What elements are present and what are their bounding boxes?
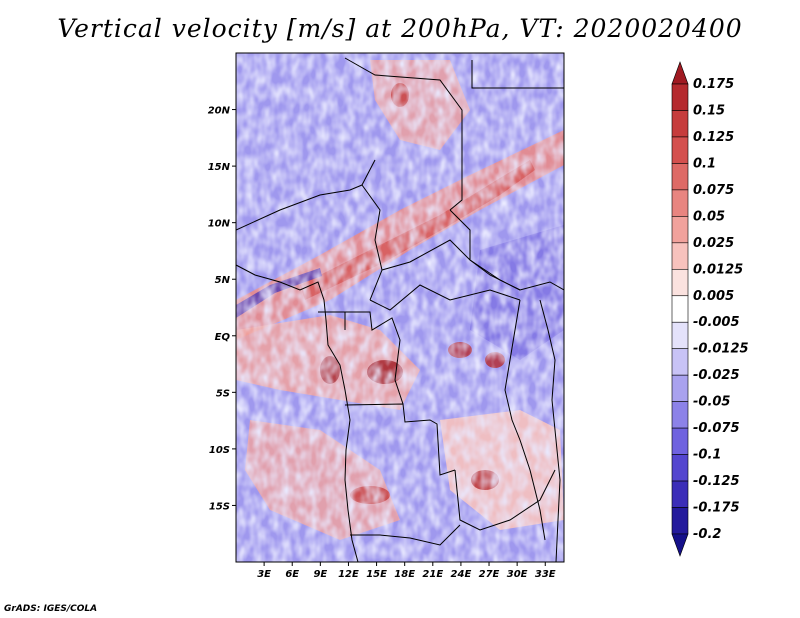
colorbar-swatch bbox=[671, 507, 689, 535]
colorbar-boxes bbox=[671, 61, 689, 557]
colorbar-level-label: -0.2 bbox=[693, 527, 721, 542]
lat-tick-label: 15N bbox=[208, 162, 231, 173]
colorbar-level-label: -0.075 bbox=[693, 421, 740, 436]
colorbar-level-label: 0.075 bbox=[693, 183, 734, 198]
vertical-velocity-field bbox=[236, 53, 564, 562]
colorbar-swatch bbox=[671, 348, 689, 376]
border-drc-congo bbox=[345, 311, 404, 405]
border-angola-drc bbox=[344, 403, 456, 476]
colorbar-swatch bbox=[671, 216, 689, 244]
lon-tick-label: 9E bbox=[313, 569, 327, 580]
colorbar-swatch bbox=[671, 189, 689, 217]
colorbar-level-label: -0.175 bbox=[693, 501, 740, 516]
lon-tick-label: 33E bbox=[535, 569, 556, 580]
lon-tick-label: 15E bbox=[366, 569, 387, 580]
colorbar-swatch bbox=[671, 533, 689, 557]
colorbar-level-label: 0.125 bbox=[693, 130, 734, 145]
border-angola-south bbox=[350, 524, 461, 546]
border-zambia bbox=[454, 469, 556, 531]
longitude-axis: 3E 6E 9E 12E 15E 18E 21E 24E 27E 30E 33E bbox=[257, 562, 556, 580]
lat-tick-label: 10N bbox=[208, 219, 231, 230]
field-texture bbox=[236, 53, 564, 562]
colorbar-swatch bbox=[671, 268, 689, 297]
colorbar-labels: 0.175 0.15 0.125 0.1 0.075 0.05 0.025 0.0125 0.0… bbox=[693, 77, 749, 542]
lat-tick-label: 5S bbox=[216, 388, 230, 399]
border-chad-niger bbox=[344, 57, 463, 211]
lat-tick-label: EQ bbox=[215, 332, 231, 343]
colorbar-level-label: -0.025 bbox=[693, 368, 740, 383]
colorbar-level-label: 0.005 bbox=[693, 289, 734, 304]
lat-tick-label: 5N bbox=[215, 275, 231, 286]
map-frame bbox=[235, 52, 565, 563]
colorbar-swatch bbox=[671, 163, 689, 191]
colorbar-level-label: 0.1 bbox=[693, 156, 716, 171]
colorbar-swatch bbox=[671, 110, 689, 138]
colorbar-level-label: 0.0125 bbox=[693, 262, 743, 277]
colorbar-swatch bbox=[671, 136, 689, 164]
border-chad-cameroon bbox=[361, 159, 383, 301]
country-borders bbox=[236, 57, 564, 562]
border-niger-nigeria bbox=[236, 184, 363, 231]
lon-tick-label: 18E bbox=[394, 569, 415, 580]
colorbar-swatch bbox=[671, 454, 689, 482]
colorbar-level-label: 0.15 bbox=[693, 103, 725, 118]
coastline-west-africa bbox=[236, 264, 359, 562]
software-credit: GrADS: IGES/COLA bbox=[4, 604, 98, 614]
border-car bbox=[381, 239, 521, 291]
colorbar-level-label: -0.0125 bbox=[693, 342, 749, 357]
lon-tick-label: 12E bbox=[338, 569, 359, 580]
colorbar-swatch bbox=[671, 61, 689, 85]
lon-tick-label: 27E bbox=[479, 569, 500, 580]
lon-tick-label: 3E bbox=[257, 569, 271, 580]
latitude-axis: 20N 15N 10N 5N EQ 5S 10S 15S bbox=[208, 106, 236, 512]
colorbar-level-label: 0.175 bbox=[693, 77, 734, 92]
lon-tick-label: 24E bbox=[451, 569, 472, 580]
chart-title: Vertical velocity [m/s] at 200hPa, VT: 2… bbox=[57, 14, 743, 43]
colorbar-swatch bbox=[671, 295, 689, 323]
border-drc-north bbox=[369, 284, 521, 311]
lon-tick-label: 21E bbox=[422, 569, 443, 580]
colorbar-level-label: -0.1 bbox=[693, 448, 721, 463]
lat-tick-label: 20N bbox=[208, 106, 231, 117]
border-east-coast bbox=[539, 299, 561, 562]
lon-tick-label: 30E bbox=[507, 569, 528, 580]
colorbar-swatch bbox=[671, 427, 689, 455]
colorbar-level-label: 0.05 bbox=[693, 209, 725, 224]
colorbar-level-label: -0.005 bbox=[693, 315, 740, 330]
border-east-lakes bbox=[504, 299, 546, 541]
colorbar-swatch bbox=[671, 480, 689, 508]
colorbar-level-label: -0.05 bbox=[693, 395, 730, 410]
colorbar-swatch bbox=[671, 401, 689, 429]
colorbar-swatch bbox=[671, 374, 689, 402]
border-cameroon-gabon bbox=[318, 311, 346, 330]
colorbar-level-label: 0.025 bbox=[693, 236, 734, 251]
border-libya-egypt bbox=[471, 60, 564, 89]
colorbar-swatch bbox=[671, 242, 689, 270]
lon-tick-label: 6E bbox=[285, 569, 299, 580]
lat-tick-label: 10S bbox=[209, 445, 230, 456]
border-sudan bbox=[449, 209, 564, 291]
colorbar-swatch bbox=[671, 321, 689, 350]
lat-tick-label: 15S bbox=[209, 501, 230, 512]
colorbar-level-label: -0.125 bbox=[693, 474, 740, 489]
colorbar-swatch bbox=[671, 83, 689, 111]
